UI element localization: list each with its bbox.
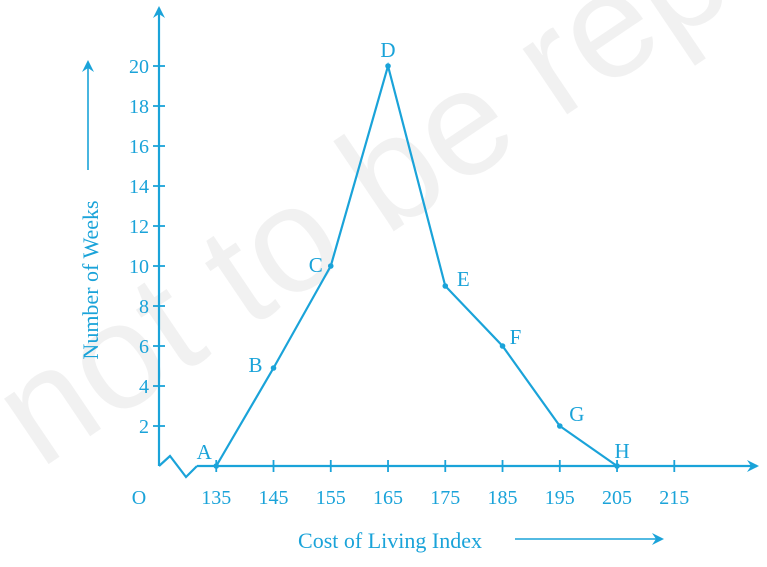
- watermark-text: not to be republished: [0, 0, 767, 497]
- y-ticks: 2 4 6 8 10 12 14 16 18 20: [129, 56, 165, 438]
- x-axis-break: [158, 454, 198, 479]
- data-point-e: [442, 283, 449, 289]
- y-tick-label: 2: [139, 416, 149, 438]
- x-ticks: 135 145 155 165 175 185 195 205 215: [201, 460, 689, 509]
- x-tick-label: 195: [545, 487, 575, 509]
- y-tick-label: 10: [129, 256, 149, 278]
- series-line: [215, 61, 618, 467]
- data-point-g: [556, 423, 563, 429]
- data-point-h: [614, 463, 620, 469]
- point-label-h: H: [614, 439, 629, 463]
- data-points: A B C D E F G H: [197, 38, 630, 469]
- watermark: not to be republished: [0, 0, 767, 497]
- x-tick-label: 135: [201, 487, 231, 509]
- y-tick-label: 18: [129, 96, 149, 118]
- axes: O: [132, 6, 759, 509]
- x-tick-label: 205: [602, 487, 632, 509]
- point-label-d: D: [380, 38, 395, 62]
- data-point-b: [270, 365, 277, 371]
- x-tick-label: 175: [430, 487, 460, 509]
- y-tick-label: 16: [129, 136, 149, 158]
- y-tick-label: 20: [129, 56, 149, 78]
- y-tick-label: 12: [129, 216, 149, 238]
- y-tick-label: 14: [129, 176, 149, 198]
- point-label-e: E: [457, 267, 470, 291]
- y-axis-label: Number of Weeks: [78, 200, 103, 359]
- point-label-b: B: [249, 353, 263, 377]
- x-tick-label: 155: [316, 487, 346, 509]
- data-point-c: [327, 263, 334, 269]
- point-label-a: A: [197, 440, 213, 464]
- data-point-d: [385, 63, 391, 69]
- x-tick-label: 215: [659, 487, 689, 509]
- y-tick-label: 8: [139, 296, 149, 318]
- x-tick-label: 185: [488, 487, 518, 509]
- x-axis-label: Cost of Living Index: [298, 528, 482, 553]
- y-tick-label: 4: [139, 376, 149, 398]
- data-point-a: [213, 463, 220, 469]
- x-tick-label: 165: [373, 487, 403, 509]
- point-label-f: F: [510, 325, 522, 349]
- point-label-g: G: [569, 402, 584, 426]
- data-point-f: [499, 343, 506, 349]
- origin-label: O: [132, 487, 146, 509]
- point-label-c: C: [309, 253, 323, 277]
- x-tick-label: 145: [259, 487, 289, 509]
- y-axis-label-text: Number of Weeks: [78, 200, 103, 359]
- y-tick-label: 6: [139, 336, 149, 358]
